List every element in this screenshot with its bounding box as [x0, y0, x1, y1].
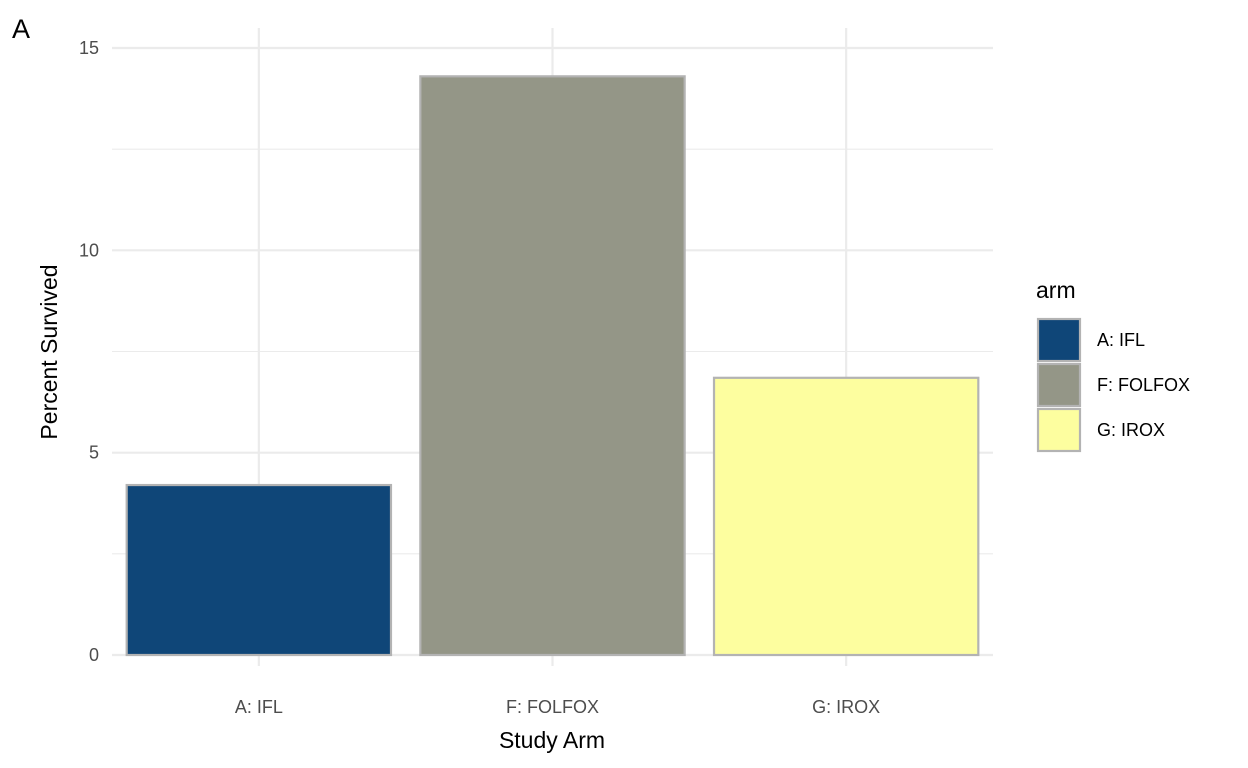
- legend-label: F: FOLFOX: [1097, 375, 1190, 395]
- legend-key: [1036, 407, 1082, 453]
- y-axis-ticks: 0 5 10 15: [79, 38, 99, 665]
- bar: [125, 483, 393, 657]
- legend: arm A: IFL F: FOLFOX G: IROX: [1036, 277, 1190, 453]
- y-tick-label: 5: [89, 443, 99, 463]
- x-axis-title: Study Arm: [499, 727, 605, 753]
- legend-label: G: IROX: [1097, 420, 1165, 440]
- y-axis-title: Percent Survived: [36, 264, 62, 439]
- y-tick-label: 10: [79, 240, 99, 260]
- bars: [125, 75, 980, 657]
- x-axis-ticks: A: IFL F: FOLFOX G: IROX: [235, 697, 880, 717]
- legend-label: A: IFL: [1097, 330, 1145, 350]
- legend-key: [1036, 317, 1082, 363]
- legend-title: arm: [1036, 277, 1076, 303]
- y-tick-label: 0: [89, 645, 99, 665]
- legend-key: [1036, 362, 1082, 408]
- bar: [712, 376, 980, 657]
- bar: [419, 75, 686, 657]
- y-tick-label: 15: [79, 38, 99, 58]
- x-tick-label: G: IROX: [812, 697, 880, 717]
- x-tick-label: F: FOLFOX: [506, 697, 599, 717]
- x-tick-label: A: IFL: [235, 697, 283, 717]
- panel-label: A: [12, 14, 31, 44]
